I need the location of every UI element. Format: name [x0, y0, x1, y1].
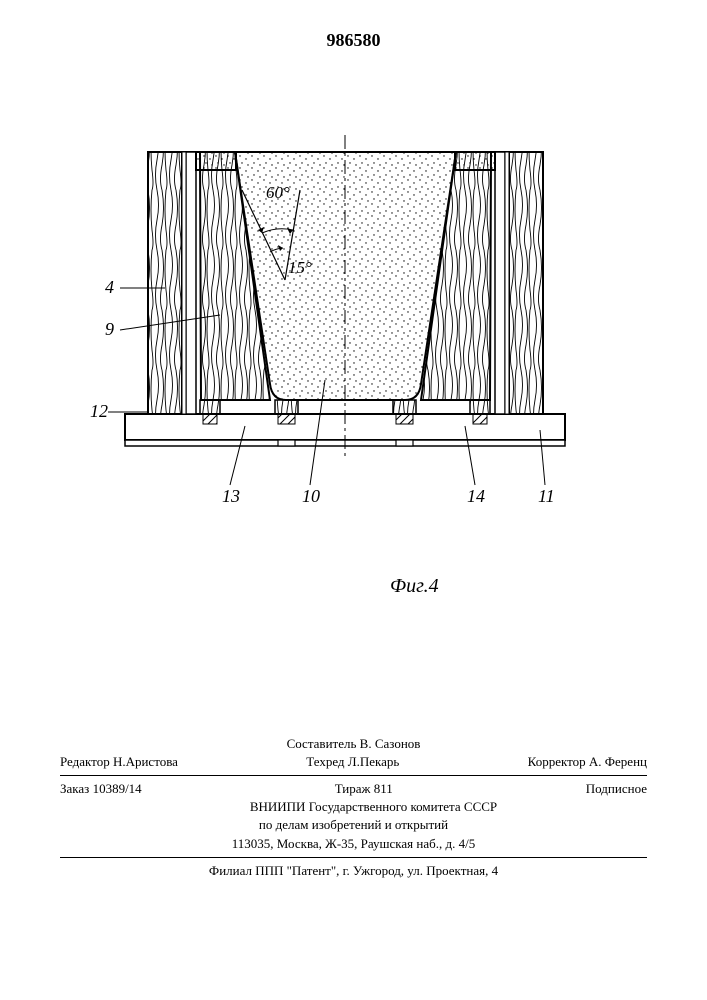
order-number: 10389/14 [93, 781, 142, 796]
label-4: 4 [105, 277, 114, 297]
org-line-1: ВНИИПИ Государственного комитета СССР [60, 798, 647, 816]
org-line-2: по делам изобретений и открытий [60, 816, 647, 834]
foot-well [275, 400, 298, 424]
techred-name: Л.Пекарь [348, 754, 400, 769]
editor-label: Редактор [60, 754, 110, 769]
address-1: 113035, Москва, Ж-35, Раушская наб., д. … [60, 835, 647, 853]
branch: Филиал ППП "Патент", г. Ужгород, ул. Про… [60, 862, 647, 880]
editor-name: Н.Аристова [113, 754, 178, 769]
corrector-name: А. Ференц [589, 754, 647, 769]
foot-well [200, 400, 220, 424]
techred-label: Техред [306, 754, 344, 769]
subscription: Подписное [586, 780, 647, 798]
order-label: Заказ [60, 781, 89, 796]
label-9: 9 [105, 319, 114, 339]
foot-well [393, 400, 416, 424]
print-run-number: 811 [374, 781, 393, 796]
label-14: 14 [467, 486, 485, 506]
compiler-label: Составитель [287, 736, 357, 751]
label-13: 13 [222, 486, 240, 506]
label-12: 12 [90, 401, 108, 421]
angle-15: 15° [288, 258, 312, 277]
foot-well [470, 400, 490, 424]
corrector-label: Корректор [528, 754, 586, 769]
colophon: Составитель В. Сазонов Редактор Н.Аристо… [60, 735, 647, 880]
compiler-name: В. Сазонов [360, 736, 421, 751]
label-10: 10 [302, 486, 320, 506]
angle-60: 60° [266, 183, 290, 202]
print-run-label: Тираж [335, 781, 371, 796]
figure-caption: Фиг.4 [390, 575, 439, 598]
label-11: 11 [538, 486, 555, 506]
figure-4: 4 9 12 13 10 14 11 60° 15° Фиг.4 [70, 130, 630, 530]
patent-number: 986580 [0, 30, 707, 51]
